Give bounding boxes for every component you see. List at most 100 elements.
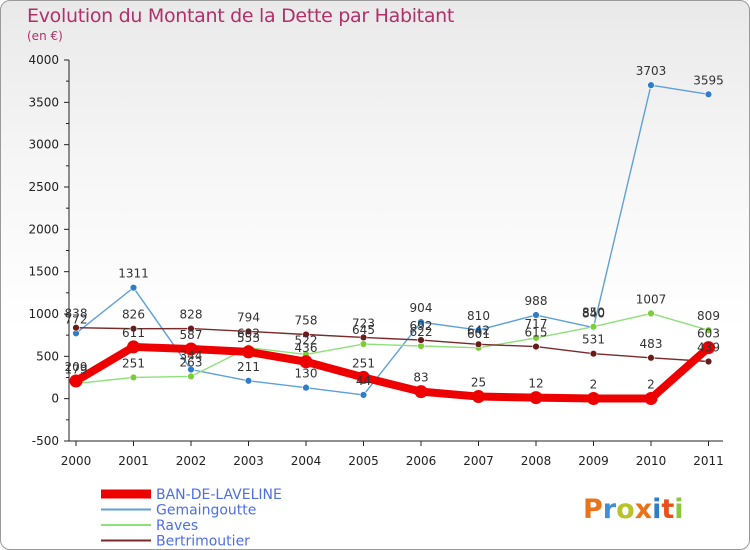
- data-label: 44: [356, 374, 371, 388]
- proxiti-logo: Proxiti: [583, 494, 684, 525]
- data-point: [302, 383, 310, 392]
- data-point: [474, 326, 483, 334]
- data-label: 758: [295, 313, 318, 327]
- data-label: 83: [413, 371, 428, 385]
- legend-label: Raves: [156, 518, 198, 534]
- x-tick-label: 2009: [578, 454, 609, 468]
- data-label: 483: [640, 337, 663, 351]
- y-tick-label: 3500: [28, 95, 59, 109]
- legend-label: Gemaingoutte: [156, 503, 256, 519]
- data-label: 723: [352, 316, 375, 330]
- data-point: [589, 323, 598, 331]
- data-point: [244, 377, 253, 385]
- data-point: [529, 391, 543, 405]
- data-label: 810: [467, 309, 490, 323]
- data-point: [532, 342, 540, 351]
- data-label: 12: [528, 377, 543, 391]
- data-point: [359, 340, 368, 348]
- data-point: [474, 340, 483, 349]
- y-tick-label: 0: [51, 392, 59, 406]
- data-label: 3703: [636, 64, 667, 78]
- data-point: [702, 341, 715, 355]
- data-label: 553: [237, 331, 260, 345]
- y-tick-label: 2000: [28, 222, 59, 236]
- data-point: [129, 283, 138, 292]
- data-point: [359, 333, 368, 342]
- data-label: 692: [410, 319, 433, 333]
- data-label: 209: [65, 360, 88, 374]
- data-label: 1007: [636, 292, 667, 306]
- x-tick-label: 2008: [521, 454, 552, 468]
- data-point: [647, 309, 655, 318]
- x-tick-label: 2007: [463, 454, 494, 468]
- data-label: 130: [295, 367, 318, 381]
- data-label: 211: [237, 360, 260, 374]
- y-tick-label: 2500: [28, 180, 59, 194]
- data-point: [417, 336, 425, 344]
- data-label: 436: [295, 341, 318, 355]
- data-point: [357, 370, 370, 384]
- data-label: 717: [525, 317, 548, 331]
- y-tick-label: 4000: [28, 53, 59, 67]
- y-tick-label: -500: [32, 434, 59, 448]
- data-label: 263: [180, 355, 203, 369]
- data-point: [244, 327, 253, 336]
- x-tick-label: 2001: [118, 454, 149, 468]
- data-label: 772: [65, 312, 88, 326]
- data-label: 988: [525, 294, 548, 308]
- data-point: [72, 324, 80, 332]
- x-tick-label: 2010: [636, 454, 667, 468]
- data-label: 904: [410, 301, 433, 315]
- data-point: [704, 90, 713, 98]
- series-line-raves: [75, 312, 710, 385]
- data-point: [704, 357, 713, 366]
- data-label: 587: [180, 328, 203, 342]
- data-point: [589, 350, 598, 358]
- data-point: [532, 311, 540, 319]
- y-tick-label: 3000: [28, 138, 59, 152]
- x-tick-label: 2004: [291, 454, 322, 468]
- legend-label: BAN-DE-LAVELINE: [156, 487, 282, 503]
- x-tick-label: 2011: [693, 454, 724, 468]
- data-point: [644, 391, 658, 405]
- data-label: 1311: [118, 267, 149, 281]
- y-tick-label: 1000: [28, 307, 59, 321]
- data-point: [69, 374, 83, 388]
- data-point: [127, 340, 140, 354]
- x-tick-label: 2006: [406, 454, 437, 468]
- data-point: [242, 345, 255, 359]
- data-point: [532, 334, 540, 342]
- data-point: [704, 326, 713, 334]
- data-label: 25: [471, 376, 486, 390]
- data-point: [187, 372, 195, 381]
- data-label: 522: [295, 333, 318, 347]
- data-label: 828: [180, 308, 203, 322]
- data-label: 439: [697, 340, 720, 354]
- series-line-ban-de-laveline: [72, 342, 713, 403]
- data-label: 344: [180, 349, 203, 363]
- data-label: 809: [697, 309, 720, 323]
- data-point: [187, 324, 195, 333]
- data-label: 642: [467, 323, 490, 337]
- data-point: [129, 373, 138, 382]
- data-point: [359, 391, 368, 399]
- x-tick-label: 2003: [233, 454, 264, 468]
- data-label: 826: [122, 308, 145, 322]
- data-point: [129, 325, 138, 333]
- data-point: [184, 342, 198, 356]
- chart-subtitle: (en €): [27, 29, 63, 43]
- data-point: [299, 355, 313, 369]
- series-line-bertrimoutier: [75, 327, 710, 363]
- data-label: 611: [122, 326, 145, 340]
- chart-title: Evolution du Montant de la Dette par Hab…: [27, 5, 455, 27]
- data-point: [417, 318, 425, 326]
- data-label: 794: [237, 310, 260, 324]
- y-tick-label: 1500: [28, 265, 59, 279]
- data-label: 2: [647, 377, 655, 391]
- data-label: 850: [582, 306, 605, 320]
- data-point: [414, 385, 428, 399]
- y-tick-label: 500: [36, 349, 59, 363]
- data-label: 251: [122, 356, 145, 370]
- data-point: [647, 354, 655, 362]
